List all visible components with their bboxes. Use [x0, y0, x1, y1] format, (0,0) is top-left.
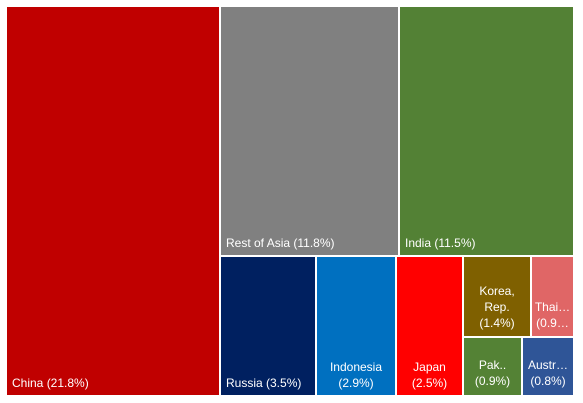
tile-japan: Japan (2.5%)	[396, 256, 463, 396]
tile-label-line: Thai…	[534, 300, 571, 314]
tile-korea: Korea, Rep. (1.4%)	[463, 256, 531, 337]
tile-label: Indonesia (2.9%)	[317, 359, 395, 391]
tile-russia: Russia (3.5%)	[220, 256, 316, 396]
tile-label-line: Austr…	[527, 358, 568, 372]
tile-label-line: (0.9…	[536, 316, 569, 330]
tile-label-text: India (11.5%)	[405, 236, 476, 250]
tile-label: Japan (2.5%)	[397, 359, 462, 391]
tile-rest-of-asia: Rest of Asia (11.8%)	[220, 6, 399, 256]
tile-india: India (11.5%)	[399, 6, 574, 256]
tile-label-line: Pak..	[478, 358, 507, 372]
tile-label-line: (1.4%)	[479, 316, 515, 330]
tile-label-line: Indonesia	[329, 360, 383, 374]
tile-label-line: (0.9%)	[474, 374, 511, 388]
tile-label: Russia (3.5%)	[226, 375, 301, 391]
tile-label-text: Russia (3.5%)	[226, 376, 302, 390]
tile-china: China (21.8%)	[6, 6, 220, 396]
tile-label-line: (2.5%)	[411, 376, 448, 390]
tile-label-line: (2.9%)	[338, 376, 374, 390]
tile-label-text: Rest of Asia (11.8%)	[226, 236, 335, 250]
tile-label: Korea, Rep. (1.4%)	[464, 283, 530, 331]
tile-label: Pak.. (0.9%)	[464, 357, 521, 389]
tile-label: Thai… (0.9…	[532, 299, 573, 331]
tile-label-text: China (21.8%)	[12, 376, 89, 390]
tile-label-line: Korea,	[479, 284, 515, 298]
tile-australia: Austr… (0.8%)	[522, 337, 574, 396]
tile-pakistan: Pak.. (0.9%)	[463, 337, 522, 396]
tile-label-line: Rep.	[484, 300, 510, 314]
tile-indonesia: Indonesia (2.9%)	[316, 256, 396, 396]
tile-label: Austr… (0.8%)	[523, 357, 573, 389]
tile-label-line: (0.8%)	[530, 374, 566, 388]
tile-label: India (11.5%)	[405, 235, 475, 251]
tile-label: China (21.8%)	[12, 375, 89, 391]
tile-label-line: Japan	[413, 360, 446, 374]
tile-thailand: Thai… (0.9…	[531, 256, 574, 337]
tile-label: Rest of Asia (11.8%)	[226, 235, 335, 251]
